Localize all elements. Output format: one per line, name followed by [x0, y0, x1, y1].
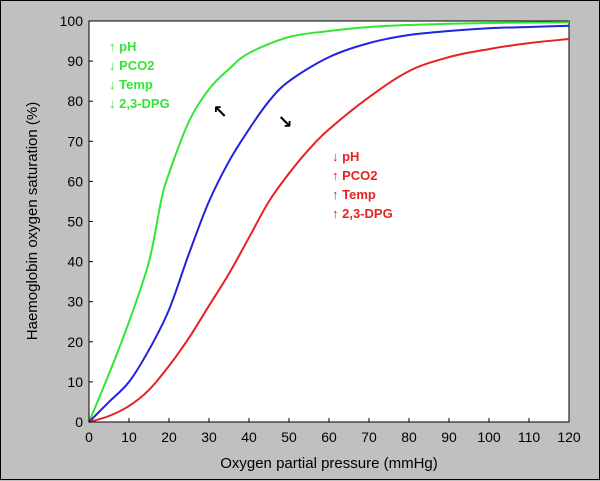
series-line-0 — [88, 21, 570, 423]
x-tick-label: 50 — [281, 429, 297, 445]
y-axis-title: Haemoglobin oxygen saturation (%) — [24, 102, 41, 340]
annotation-layer: ↑ pH ↓ PCO2 ↓ Temp ↓ 2,3-DPG ↓ pH ↑ PCO2 ↑ Tem… — [109, 39, 393, 221]
plot-area — [88, 20, 570, 423]
x-tick-label: 80 — [401, 429, 417, 445]
y-tick-label: 30 — [67, 294, 83, 310]
y-tick-label: 60 — [67, 173, 83, 189]
right-effects-label-line: ↑ PCO2 — [332, 168, 378, 183]
y-tick-label: 40 — [67, 254, 83, 270]
x-tick-label: 0 — [85, 429, 93, 445]
x-tick-label: 70 — [361, 429, 377, 445]
x-tick-label: 120 — [557, 429, 581, 445]
x-tick-label: 30 — [201, 429, 217, 445]
x-tick-label: 110 — [518, 429, 541, 445]
y-tick-label: 10 — [67, 374, 83, 390]
x-tick-label: 40 — [241, 429, 257, 445]
left-effects-label-line: ↓ 2,3-DPG — [109, 96, 170, 111]
y-tick-label: 90 — [67, 53, 83, 69]
y-tick-label: 100 — [60, 13, 84, 29]
series-line-1 — [88, 24, 570, 423]
y-tick-label: 80 — [67, 93, 83, 109]
shift-arrow-icon: ↖ — [212, 102, 227, 123]
left-effects-label-line: ↓ Temp — [109, 77, 153, 92]
shift-arrow-icon: ↘ — [277, 112, 292, 133]
y-tick-label: 70 — [67, 133, 83, 149]
right-effects-label-line: ↑ 2,3-DPG — [332, 206, 393, 221]
x-tick-label: 100 — [477, 429, 501, 445]
left-effects-label-line: ↑ pH — [109, 39, 136, 54]
left-effects-label-line: ↓ PCO2 — [109, 58, 155, 73]
right-effects-label-line: ↑ Temp — [332, 187, 376, 202]
y-tick-label: 20 — [67, 334, 83, 350]
series-line-2 — [88, 38, 570, 423]
x-tick-label: 90 — [441, 429, 457, 445]
x-tick-label: 10 — [121, 429, 137, 445]
axis-layer: 0 10 20 30 40 50 60 70 80 90 100 110 120 0 10 20 30 40 50 6… — [60, 13, 581, 445]
y-tick-label: 0 — [75, 414, 83, 430]
x-tick-label: 20 — [161, 429, 177, 445]
y-tick-label: 50 — [67, 214, 83, 230]
right-effects-label-line: ↓ pH — [332, 149, 359, 164]
x-tick-label: 60 — [321, 429, 337, 445]
series-layer — [88, 21, 570, 423]
x-axis-title: Oxygen partial pressure (mmHg) — [220, 455, 438, 472]
